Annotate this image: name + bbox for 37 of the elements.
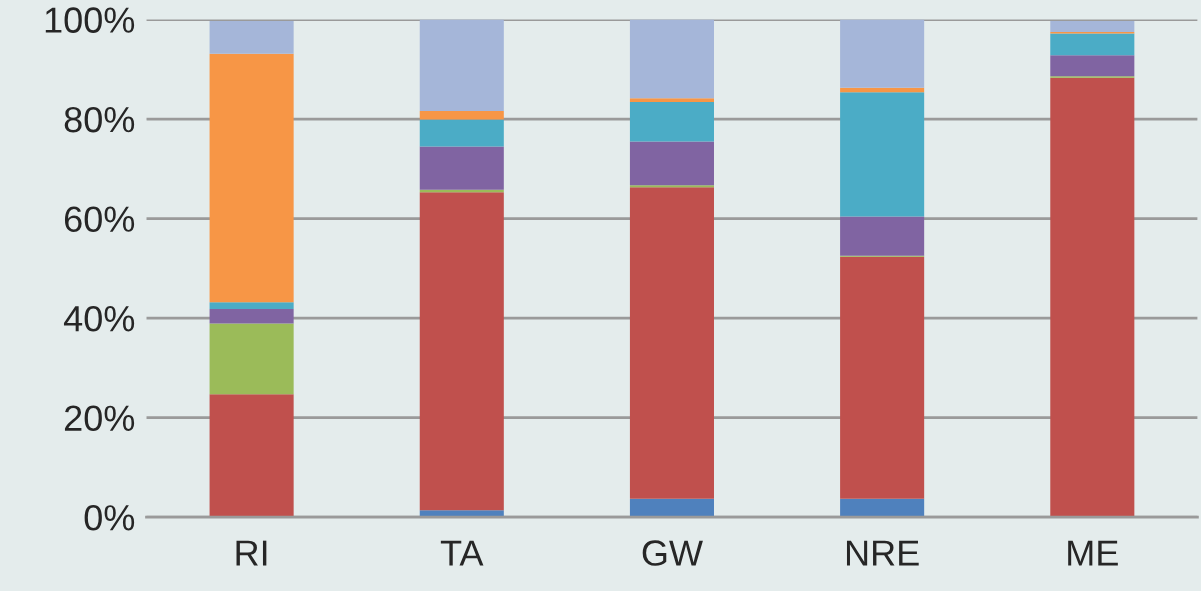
bar	[629, 98, 714, 103]
bar	[419, 146, 504, 190]
bar	[629, 141, 714, 186]
bar	[629, 102, 714, 142]
bar	[419, 111, 504, 120]
y-tick-label: 20%	[64, 405, 135, 432]
bar	[209, 309, 294, 324]
bar	[840, 256, 925, 499]
x-tick-label: GW	[642, 540, 703, 566]
bar	[629, 19, 714, 99]
bar	[840, 498, 925, 518]
x-tick-label: TA	[440, 540, 484, 566]
bar	[1050, 33, 1135, 56]
bar	[419, 119, 504, 147]
y-tick-label: 60%	[64, 206, 135, 232]
bar	[209, 323, 294, 395]
bar	[209, 302, 294, 310]
bar	[840, 92, 925, 217]
x-tick-label: NRE	[846, 540, 919, 566]
bar	[1050, 21, 1135, 32]
bar	[419, 192, 504, 511]
y-tick-label: 0%	[84, 504, 135, 531]
bar	[629, 498, 714, 518]
bar	[1050, 55, 1135, 77]
x-tick-label: ME	[1068, 540, 1118, 566]
bar	[209, 21, 294, 54]
x-tick-label: RI	[236, 540, 267, 566]
bar	[840, 19, 925, 88]
bar	[419, 19, 504, 112]
bar	[1050, 77, 1135, 518]
y-tick-label: 80%	[64, 106, 135, 133]
bar	[209, 394, 294, 518]
y-tick-label: 100%	[45, 7, 135, 33]
bar	[209, 53, 294, 303]
bar	[840, 216, 925, 256]
y-tick-label: 40%	[63, 305, 135, 332]
bar	[629, 187, 714, 499]
